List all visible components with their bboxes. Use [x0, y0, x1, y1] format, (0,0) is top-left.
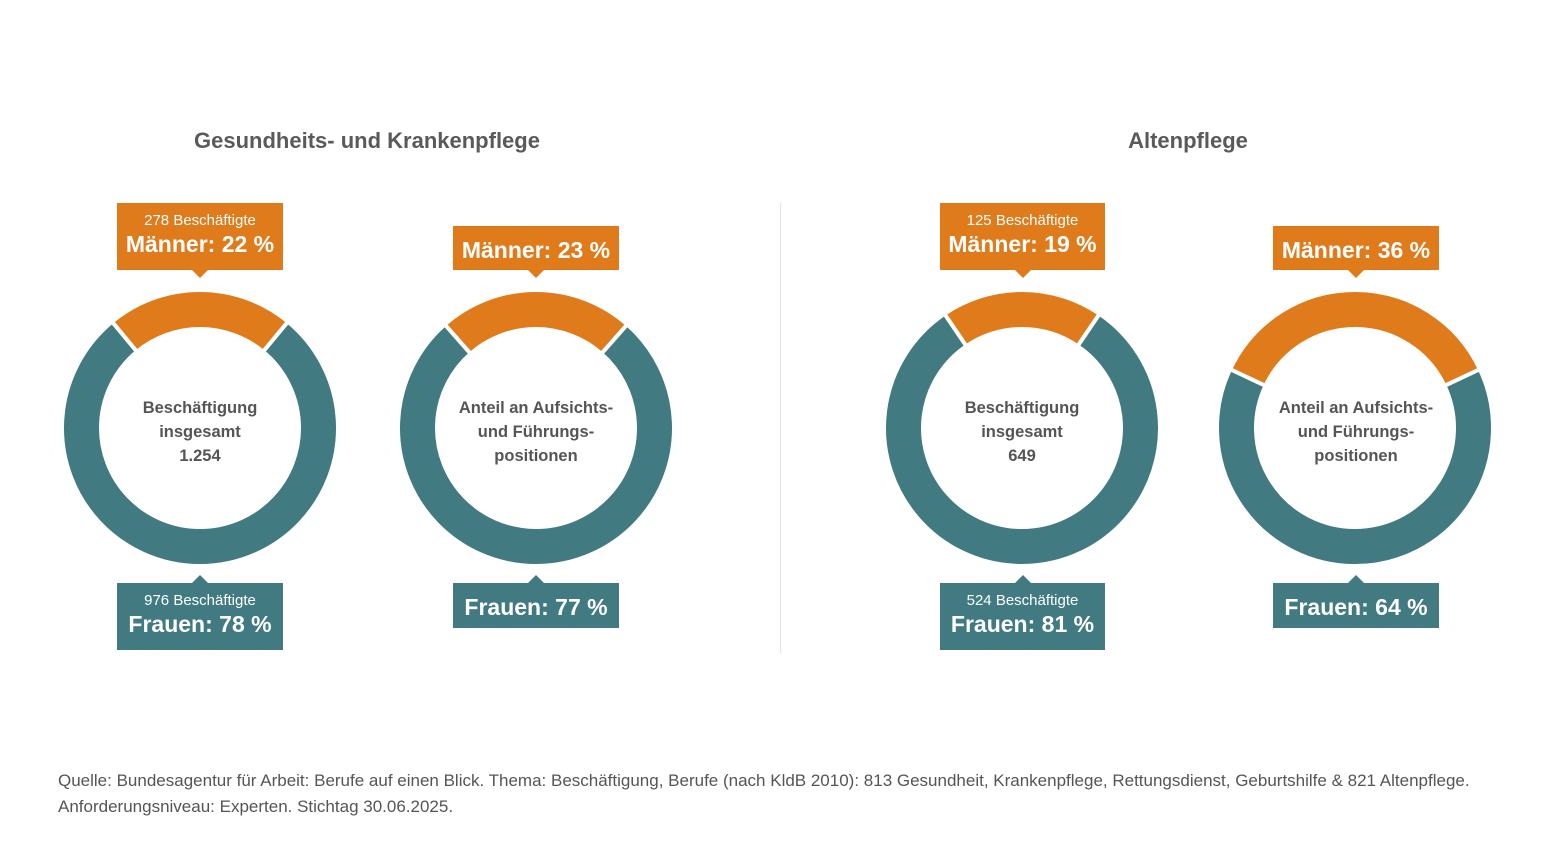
chart-1-men-callout: 278 Beschäftigte Männer: 22 % — [117, 203, 283, 278]
group-title-gesundheits-krankenpflege: Gesundheits- und Krankenpflege — [194, 128, 540, 153]
chart-4-women-callout: Frauen: 64 % — [1273, 575, 1439, 628]
chart-2-women-label: Frauen: 77 % — [464, 594, 608, 620]
chart-4-women-slice — [1215, 366, 1495, 568]
chart-2-women-callout: Frauen: 77 % — [453, 575, 619, 628]
chart-1-women-callout: 976 Beschäftigte Frauen: 78 % — [117, 575, 283, 650]
chart-1-women-count: 976 Beschäftigte — [144, 592, 256, 609]
chart-1-men-slice — [109, 288, 291, 355]
chart-3-men-slice — [941, 288, 1103, 349]
chart-1-women-label: Frauen: 78 % — [128, 611, 272, 637]
chart-3-women-count: 524 Beschäftigte — [966, 592, 1079, 609]
chart-3-men-callout: 125 Beschäftigte Männer: 19 % — [940, 203, 1105, 278]
chart-4-men-label: Männer: 36 % — [1281, 237, 1431, 263]
chart-4-women-label: Frauen: 64 % — [1284, 594, 1428, 620]
source-note: Quelle: Bundesagentur für Arbeit: Berufe… — [58, 771, 1470, 816]
group-divider — [780, 203, 781, 653]
chart-1-men-label: Männer: 22 % — [125, 231, 275, 257]
chart-2-men-callout: Männer: 23 % — [453, 226, 619, 278]
chart-3-center-label: Beschäftigung insgesamt 649 — [964, 399, 1080, 465]
chart-3-women-callout: 524 Beschäftigte Frauen: 81 % — [940, 575, 1105, 650]
chart-3-women-slice — [882, 311, 1162, 568]
chart-1-center-label: Beschäftigung insgesamt 1.254 — [142, 399, 258, 465]
chart-1-women-slice — [60, 318, 340, 568]
chart-2-men-slice — [441, 288, 631, 357]
chart-3-women-label: Frauen: 81 % — [950, 611, 1095, 637]
chart-3-men-label: Männer: 19 % — [948, 231, 1097, 257]
chart-3-men-count: 125 Beschäftigte — [966, 212, 1079, 229]
chart-2-center-label: Anteil an Aufsichts- und Führungs- posit… — [458, 399, 614, 465]
chart-4-center-label: Anteil an Aufsichts- und Führungs- posit… — [1278, 399, 1434, 465]
chart-1-men-count: 278 Beschäftigte — [144, 212, 256, 229]
chart-2-men-label: Männer: 23 % — [461, 237, 611, 263]
chart-4-men-callout: Männer: 36 % — [1273, 226, 1439, 278]
chart-4-men-slice — [1227, 287, 1483, 389]
chart-2-women-slice — [396, 321, 676, 568]
group-title-altenpflege: Altenpflege — [1128, 128, 1248, 153]
